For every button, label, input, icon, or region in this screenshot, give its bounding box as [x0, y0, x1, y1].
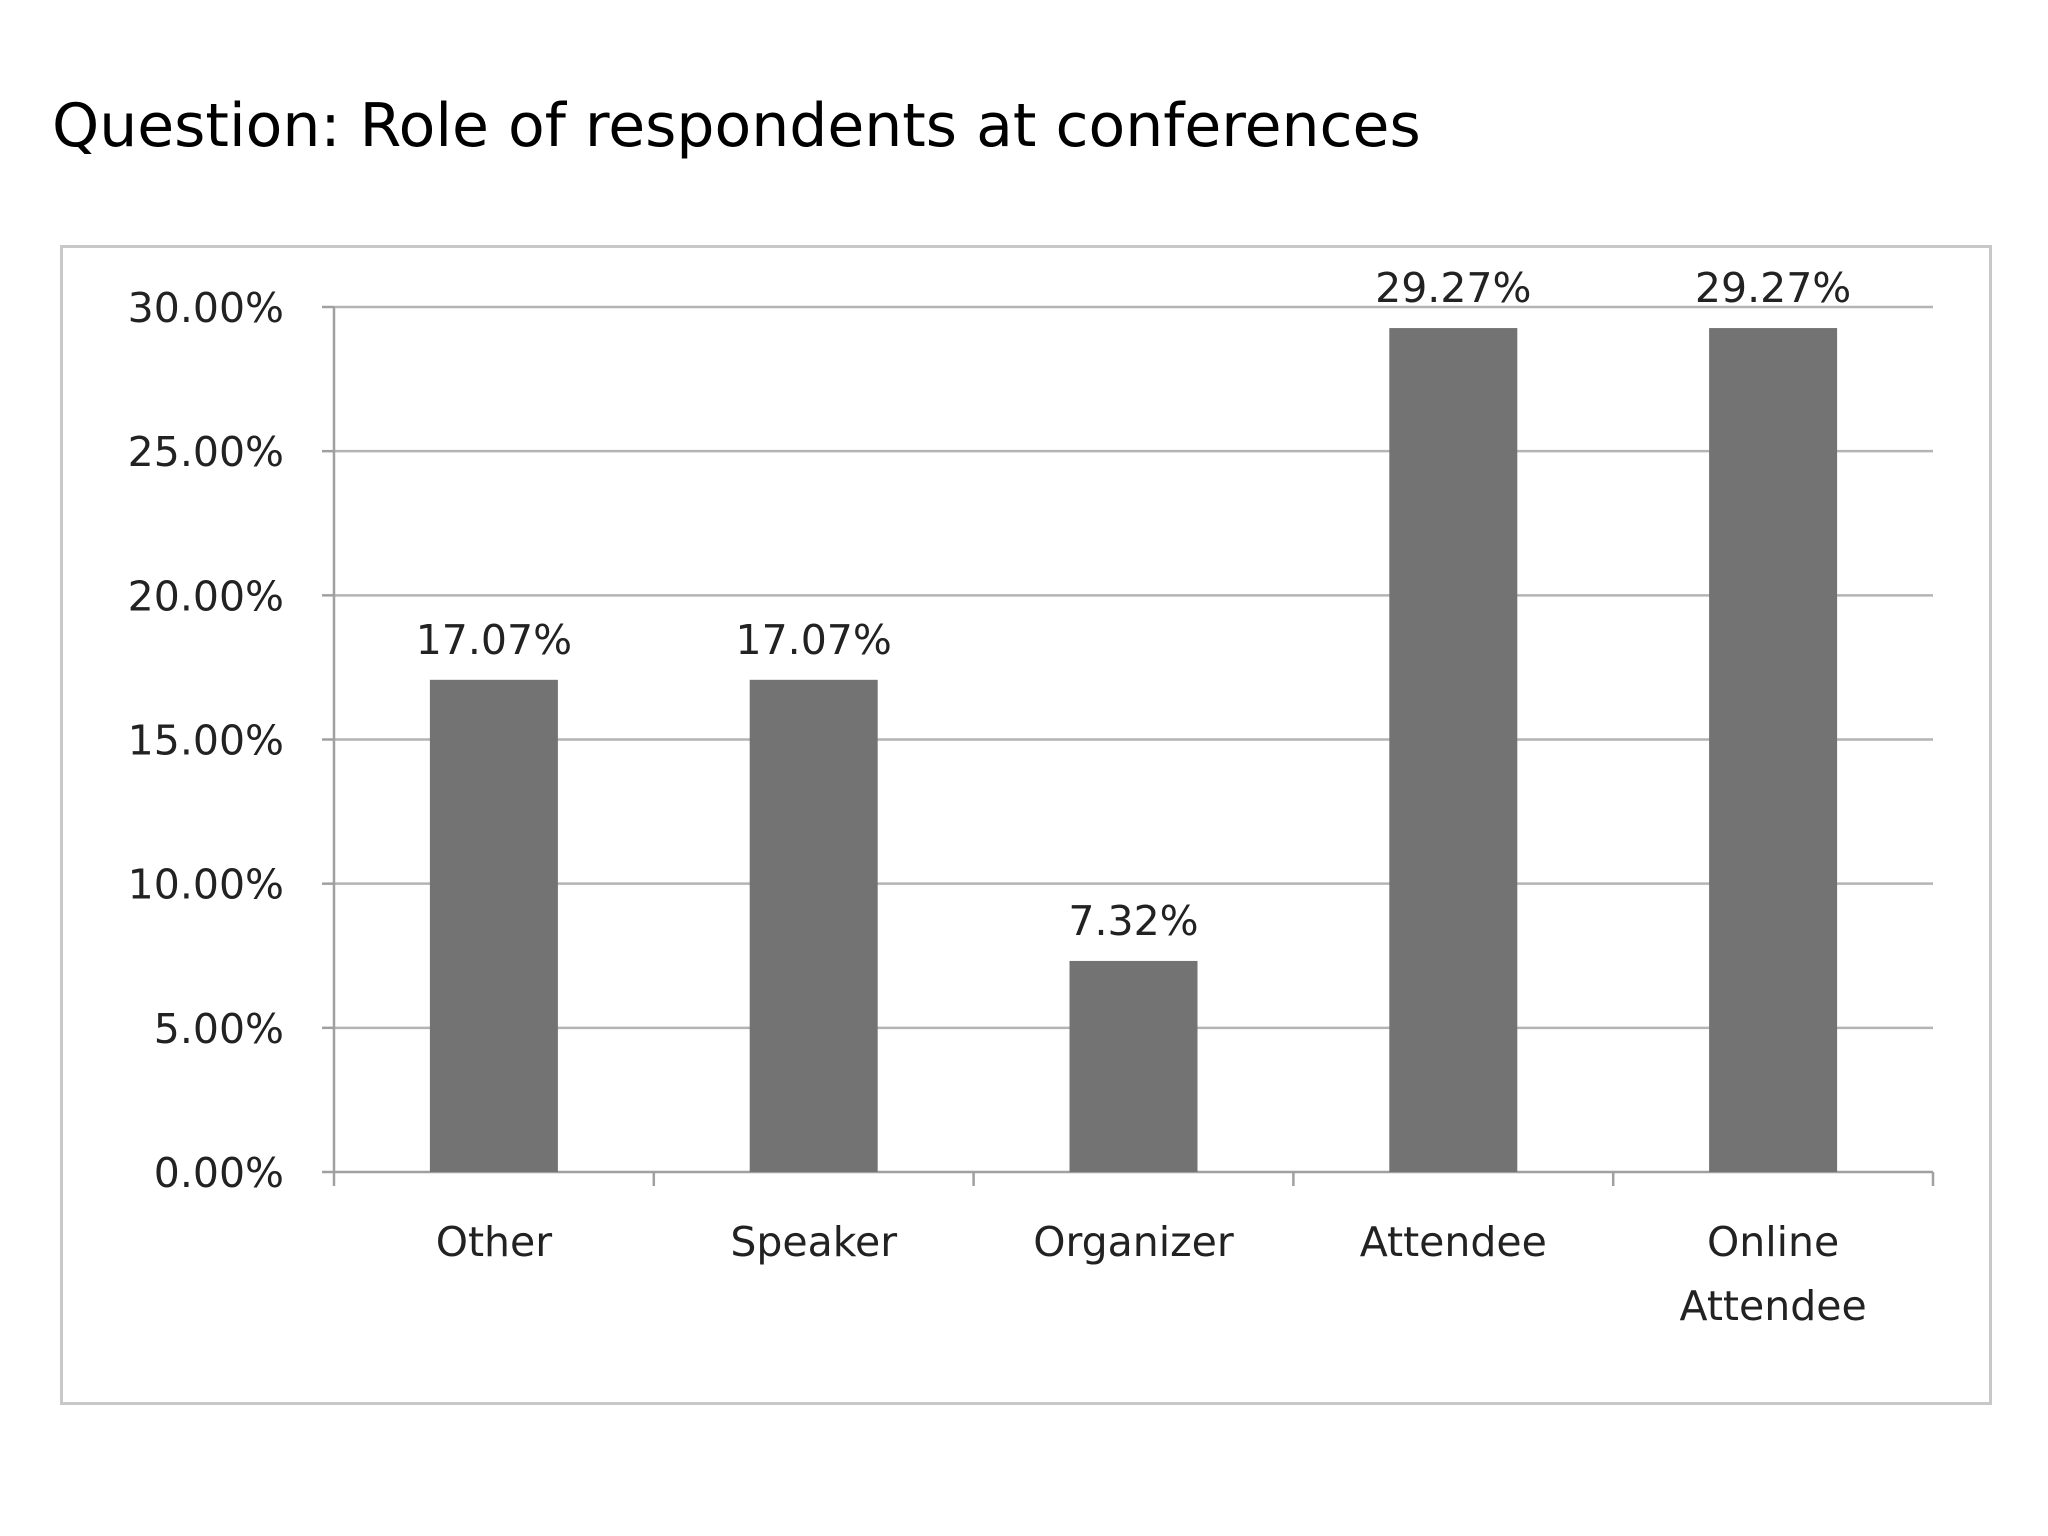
bar-other [429, 679, 558, 1172]
data-label: 17.07% [416, 616, 572, 664]
y-tick-label: 25.00% [128, 428, 284, 476]
y-tick-label: 15.00% [128, 717, 284, 765]
bar-organizer [1069, 960, 1198, 1172]
bar-speaker [749, 679, 878, 1172]
x-tick-label: Organizer [1033, 1218, 1234, 1266]
y-tick-label: 5.00% [154, 1005, 284, 1053]
y-tick-label: 20.00% [128, 572, 284, 620]
data-label: 17.07% [736, 616, 892, 664]
data-label: 29.27% [1375, 264, 1531, 312]
x-tick-label: Attendee [1360, 1218, 1547, 1266]
chart-frame: 0.00% 5.00% 10.00% 15.00% 20.00% 25.00% 30.00%… [60, 245, 1992, 1405]
x-tick-label: Other [436, 1218, 553, 1266]
page-title: Question: Role of respondents at confere… [52, 91, 1421, 161]
data-label: 29.27% [1695, 264, 1851, 312]
x-tick-label: Online [1707, 1218, 1839, 1266]
x-tick-label: Attendee [1680, 1282, 1867, 1330]
bar-online-attendee [1709, 328, 1838, 1172]
x-tick-label: Speaker [730, 1218, 897, 1266]
y-tick-label: 0.00% [154, 1149, 284, 1197]
bar-attendee [1389, 328, 1518, 1172]
bar-chart: 0.00% 5.00% 10.00% 15.00% 20.00% 25.00% 30.00%… [128, 264, 1935, 1330]
y-tick-label: 10.00% [128, 861, 284, 909]
data-label: 7.32% [1068, 897, 1198, 945]
y-tick-label: 30.00% [128, 284, 284, 332]
